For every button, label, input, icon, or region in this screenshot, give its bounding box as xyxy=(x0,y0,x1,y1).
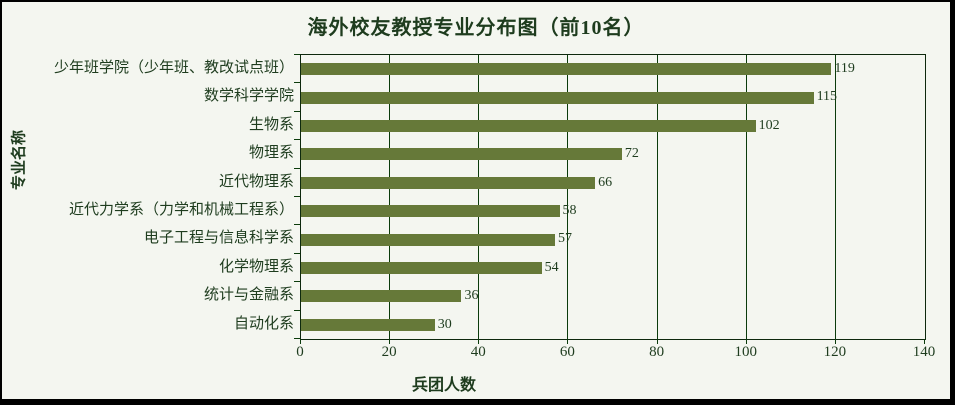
y-tick xyxy=(294,82,300,84)
bar xyxy=(301,63,832,76)
y-tick xyxy=(294,338,300,339)
y-tick xyxy=(294,196,300,197)
x-tick-label: 140 xyxy=(912,344,936,360)
gridline xyxy=(834,55,836,339)
chart-title: 海外校友教授专业分布图（前10名） xyxy=(307,17,645,39)
value-label: 30 xyxy=(437,316,452,332)
value-label: 36 xyxy=(464,288,479,304)
x-tick-label: 40 xyxy=(470,344,486,360)
category-label: 统计与金融系 xyxy=(203,287,294,304)
bar xyxy=(301,318,435,331)
x-tick xyxy=(924,339,925,344)
category-label: 自动化系 xyxy=(233,315,294,332)
y-tick xyxy=(294,110,300,112)
y-tick xyxy=(294,252,300,254)
x-tick-label: 100 xyxy=(734,344,757,360)
y-tick xyxy=(294,54,300,55)
x-tick xyxy=(389,339,391,344)
x-tick xyxy=(300,339,301,344)
gridline xyxy=(745,55,747,339)
bar xyxy=(301,120,756,132)
x-tick-label: 80 xyxy=(649,344,665,360)
bar xyxy=(301,91,814,104)
category-label: 物理系 xyxy=(248,145,294,162)
x-tick-label: 20 xyxy=(381,344,397,360)
value-label: 58 xyxy=(562,203,577,218)
bar xyxy=(301,290,462,303)
bar xyxy=(301,148,622,161)
x-tick-label: 0 xyxy=(296,344,304,360)
x-tick xyxy=(567,339,569,344)
value-label: 115 xyxy=(816,89,838,105)
value-label: 66 xyxy=(598,174,613,190)
gridline xyxy=(389,55,391,339)
y-tick xyxy=(294,167,300,169)
bar xyxy=(301,233,556,246)
value-label: 54 xyxy=(544,259,559,275)
y-tick xyxy=(294,309,300,311)
value-label: 119 xyxy=(834,61,855,76)
plot-area: 119 115 102 72 66 58 57 54 36 30 xyxy=(300,54,926,340)
x-tick-label: 120 xyxy=(823,344,847,360)
x-tick xyxy=(478,339,480,344)
y-tick xyxy=(294,224,300,226)
category-label: 数学科学学院 xyxy=(203,88,294,105)
value-label: 102 xyxy=(758,117,780,133)
y-tick xyxy=(294,139,300,141)
value-label: 57 xyxy=(558,231,573,247)
x-tick-label: 60 xyxy=(559,344,575,360)
category-label: 近代物理系 xyxy=(218,173,294,190)
x-tick xyxy=(745,339,747,344)
category-label: 生物系 xyxy=(248,116,294,133)
bar xyxy=(301,205,560,218)
bar xyxy=(301,262,542,274)
x-tick xyxy=(834,339,836,344)
category-label: 化学物理系 xyxy=(218,258,294,275)
x-tick xyxy=(656,339,658,344)
category-label: 近代力学系（力学和机械工程系） xyxy=(68,202,294,218)
gridline xyxy=(656,55,658,339)
y-tick xyxy=(294,281,300,283)
category-label: 电子工程与信息科学系 xyxy=(143,230,294,247)
gridline xyxy=(567,55,569,339)
value-label: 72 xyxy=(624,146,639,162)
bar xyxy=(301,176,596,189)
gridline xyxy=(478,55,480,339)
x-axis-title: 兵团人数 xyxy=(411,377,476,394)
category-label: 少年班学院（少年班、教改试点班） xyxy=(53,60,294,76)
